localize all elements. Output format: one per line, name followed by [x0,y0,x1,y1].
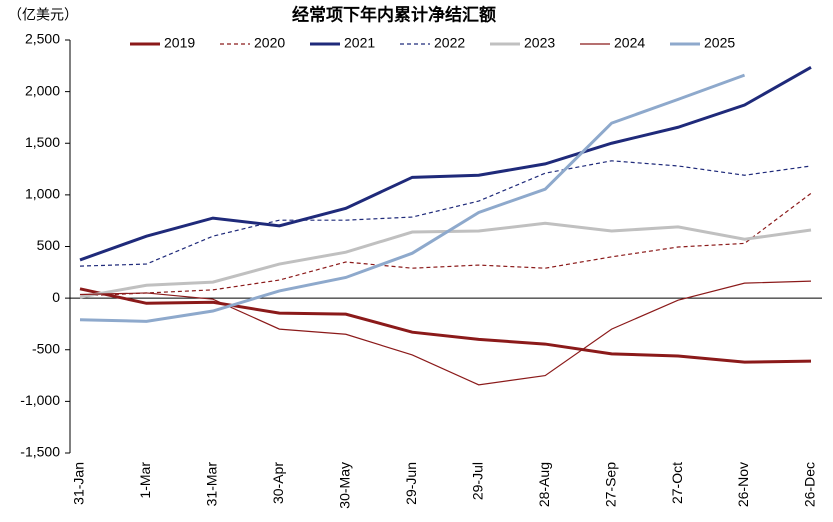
x-tick-label: 27-Oct [669,462,685,504]
legend-label: 2020 [254,35,285,51]
x-tick-label: 28-Aug [536,462,552,507]
series-line [79,73,746,323]
x-tick-label: 31-Jan [71,462,87,505]
y-tick-label: -1,000 [20,392,60,408]
x-tick-label: 30-Apr [270,462,286,504]
series-line [79,192,812,297]
y-tick-label: 2,500 [25,31,60,47]
y-tick-label: 1,000 [25,186,60,202]
y-tick-label: -1,500 [20,444,60,460]
series-line [79,66,812,262]
x-tick-label: 26-Dec [802,462,818,507]
legend-label: 2023 [524,35,555,51]
x-tick-label: 26-Nov [735,462,751,507]
y-tick-label: 500 [37,237,61,253]
x-tick-label: 29-Jul [469,462,485,500]
legend-label: 2019 [164,35,195,51]
series-line [79,160,812,267]
chart-title: 经常项下年内累计净结汇额 [292,4,496,24]
x-tick-label: 29-Jun [403,462,419,505]
x-tick-label: 27-Sep [602,462,618,507]
legend-label: 2022 [434,35,465,51]
legend-label: 2025 [704,35,735,51]
x-tick-label: 1-Mar [137,462,153,499]
x-tick-label: 30-May [337,462,353,509]
y-axis-label: （亿美元） [8,7,78,23]
series-line [79,280,812,386]
series-line [79,287,812,364]
legend-label: 2021 [344,35,375,51]
y-tick-label: 1,500 [25,134,60,150]
legend-label: 2024 [614,35,645,51]
y-tick-label: 0 [52,289,60,305]
x-tick-label: 31-Mar [204,462,220,507]
y-tick-label: -500 [32,340,60,356]
y-tick-label: 2,000 [25,82,60,98]
